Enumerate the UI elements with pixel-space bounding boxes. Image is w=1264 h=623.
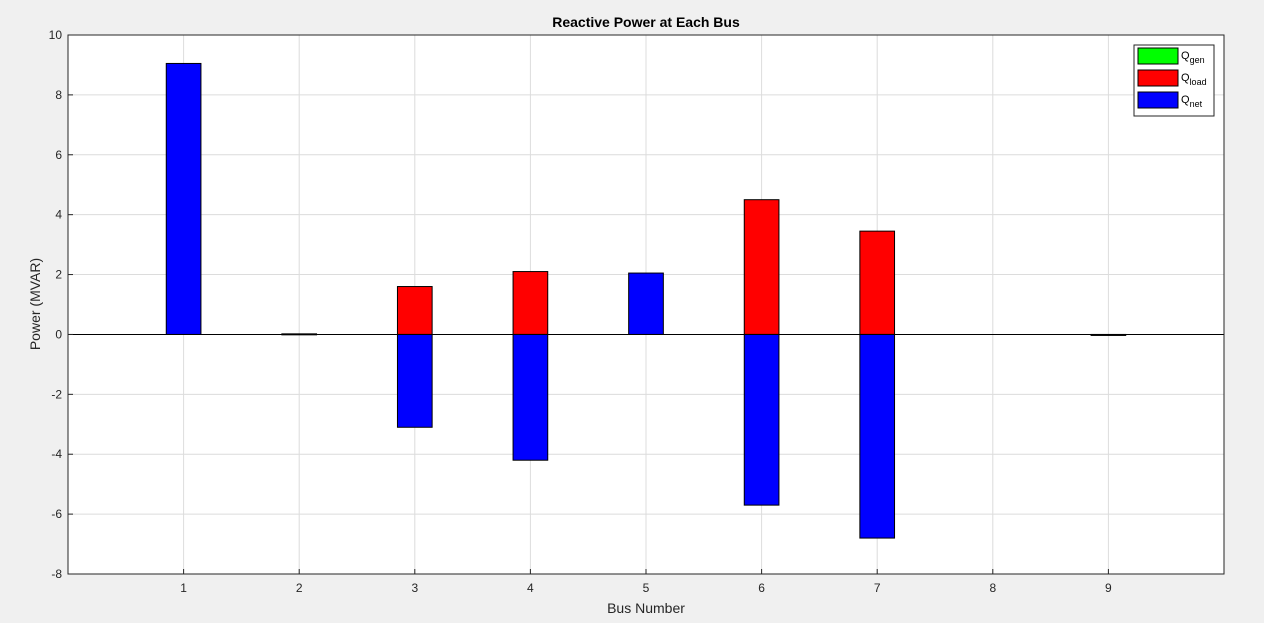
legend-label-load: Qload — [1181, 72, 1207, 87]
bar-load-bus-6 — [743, 199, 780, 335]
bar-net-bus-3 — [396, 333, 433, 428]
legend-swatch-load — [1137, 69, 1179, 87]
x-tick-label: 5 — [643, 581, 650, 595]
bar-net-bus-6 — [743, 333, 780, 506]
y-tick-label: -4 — [51, 447, 62, 461]
legend-swatch-gen — [1137, 47, 1179, 65]
y-tick-label: -2 — [51, 387, 62, 401]
bar-load-bus-4 — [512, 271, 549, 335]
bar-net-bus-4 — [512, 333, 549, 461]
y-tick-label: 6 — [55, 148, 62, 162]
bar-load-bus-3 — [396, 286, 433, 335]
x-tick-label: 9 — [1105, 581, 1112, 595]
x-axis-label: Bus Number — [607, 600, 685, 616]
bar-load-bus-7 — [859, 230, 896, 335]
bars — [165, 62, 1127, 539]
y-tick-label: -8 — [51, 567, 62, 581]
y-tick-label: 2 — [55, 268, 62, 282]
bar-net-bus-5 — [628, 272, 664, 335]
y-tick-labels: -8 -6 -4 -2 0 2 4 6 8 10 — [49, 28, 73, 581]
chart-title: Reactive Power at Each Bus — [552, 14, 740, 30]
y-axis-label: Power (MVAR) — [27, 258, 43, 350]
y-tick-label: 8 — [55, 88, 62, 102]
x-tick-label: 2 — [296, 581, 303, 595]
x-tick-label: 8 — [989, 581, 996, 595]
x-tick-label: 3 — [411, 581, 418, 595]
legend: Qgen Qload Qnet — [1133, 44, 1215, 117]
legend-label-gen: Qgen — [1181, 50, 1205, 65]
legend-swatch-net — [1137, 91, 1179, 109]
x-tick-label: 4 — [527, 581, 534, 595]
x-tick-label: 6 — [758, 581, 765, 595]
y-tick-label: -6 — [51, 507, 62, 521]
legend-label-net: Qnet — [1181, 94, 1203, 109]
y-tick-label: 4 — [55, 208, 62, 222]
y-tick-label: 10 — [49, 28, 63, 42]
x-tick-label: 1 — [180, 581, 187, 595]
x-tick-label: 7 — [874, 581, 881, 595]
bar-net-bus-7 — [859, 333, 896, 539]
bar-net-bus-1 — [165, 62, 202, 335]
y-tick-label: 0 — [55, 327, 62, 341]
x-tick-labels: 1 2 3 4 5 6 7 8 9 — [180, 569, 1112, 595]
